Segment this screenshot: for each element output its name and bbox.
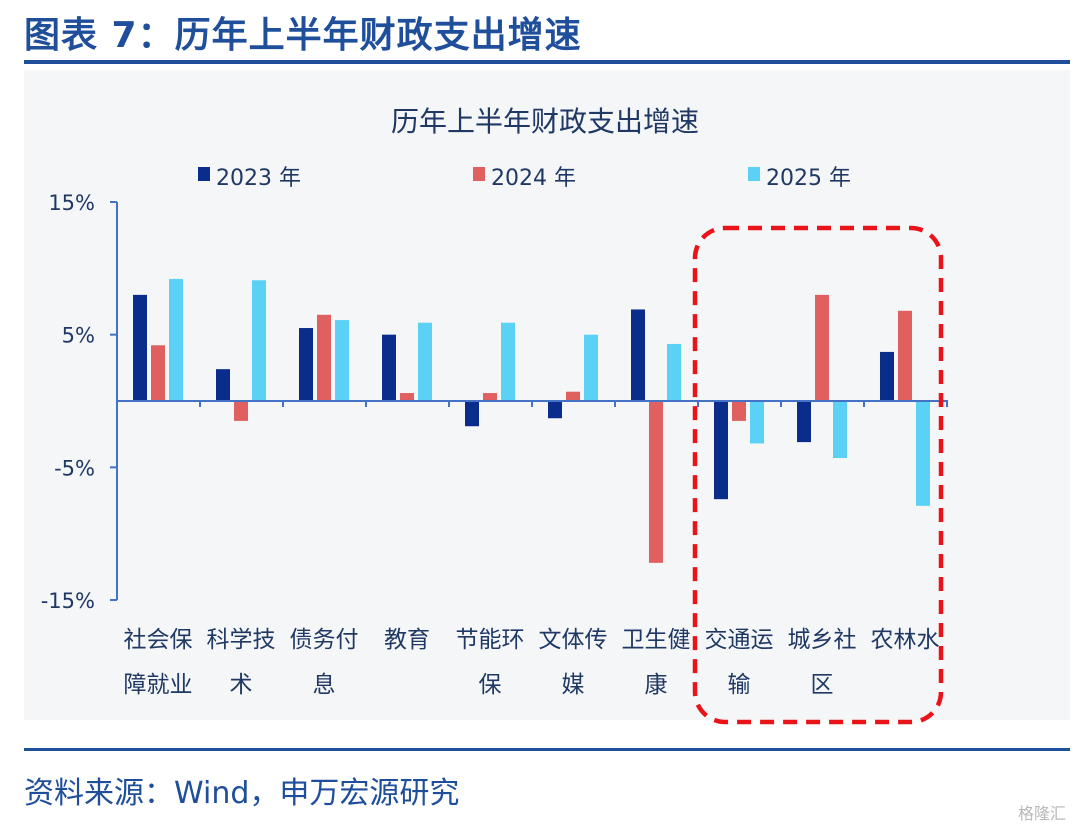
watermark: 格隆汇: [1017, 804, 1066, 823]
x-category-label: 输: [728, 672, 751, 698]
x-category-label: 障就业: [124, 672, 193, 698]
bar-2023: [714, 401, 728, 500]
bar-2023: [465, 401, 479, 427]
chart-title: 历年上半年财政支出增速: [391, 105, 699, 138]
bar-2025: [501, 322, 515, 401]
title-rule: [24, 60, 1070, 64]
bar-2023: [133, 294, 147, 401]
x-category-label: 交通运: [705, 627, 774, 653]
legend-label: 2025 年: [766, 166, 851, 191]
bar-2024: [649, 401, 663, 563]
x-category-label: 卫生健: [622, 627, 691, 653]
x-category-label: 文体传: [539, 627, 608, 653]
bar-2023: [548, 401, 562, 419]
x-category-label: 城乡社: [788, 627, 857, 653]
bar-2025: [169, 278, 183, 401]
source-rule: [24, 748, 1070, 751]
y-tick-label: -5%: [54, 456, 95, 480]
bar-2024: [234, 401, 248, 421]
bar-2024: [400, 393, 414, 401]
legend-swatch: [748, 167, 760, 181]
legend-label: 2024 年: [491, 166, 576, 191]
x-category-label: 债务付: [290, 627, 359, 653]
bar-2025: [584, 334, 598, 401]
figure-title: 图表 7：历年上半年财政支出增速: [24, 15, 582, 56]
x-category-label: 社会保: [124, 627, 193, 653]
bar-2023: [299, 328, 313, 401]
y-tick-label: -15%: [41, 589, 95, 613]
bar-2024: [151, 345, 165, 401]
bar-2023: [216, 369, 230, 401]
bars: [116, 278, 948, 563]
y-tick-label: 15%: [48, 191, 95, 215]
bar-2025: [418, 322, 432, 401]
x-category-label: 康: [645, 672, 668, 698]
highlight-box: [692, 225, 944, 725]
x-category-label: 术: [230, 672, 253, 698]
bar-2024: [815, 294, 829, 401]
x-category-label: 保: [479, 672, 502, 698]
x-category-label: 息: [313, 672, 336, 698]
bar-2023: [382, 334, 396, 401]
x-category-label: 节能环: [456, 627, 525, 653]
bar-2024: [483, 393, 497, 401]
bar-2025: [833, 401, 847, 459]
x-category-label: 教育: [384, 627, 430, 653]
bar-2023: [797, 401, 811, 443]
bar-2025: [335, 320, 349, 401]
bar-2023: [880, 351, 894, 401]
legend-label: 2023 年: [216, 166, 301, 191]
x-category-label: 区: [811, 672, 834, 698]
legend-swatch: [473, 167, 485, 181]
bar-2024: [317, 314, 331, 401]
bar-2024: [566, 391, 580, 401]
legend: 2023 年 2024 年 2025 年: [198, 166, 851, 191]
bar-2024: [732, 401, 746, 421]
x-category-label: 科学技: [207, 627, 276, 653]
y-axis: 15% 5% -5% -15%: [41, 191, 118, 613]
legend-swatch: [198, 167, 210, 181]
bar-2025: [916, 401, 930, 506]
source-note: 资料来源：Wind，申万宏源研究: [24, 776, 460, 811]
x-category-label: 媒: [562, 672, 585, 698]
bar-2025: [667, 343, 681, 401]
bar-2025: [750, 401, 764, 444]
bar-2025: [252, 280, 266, 401]
bar-2023: [631, 309, 645, 401]
bar-2024: [898, 310, 912, 401]
x-category-label: 农林水: [871, 627, 940, 653]
y-tick-label: 5%: [62, 324, 95, 348]
